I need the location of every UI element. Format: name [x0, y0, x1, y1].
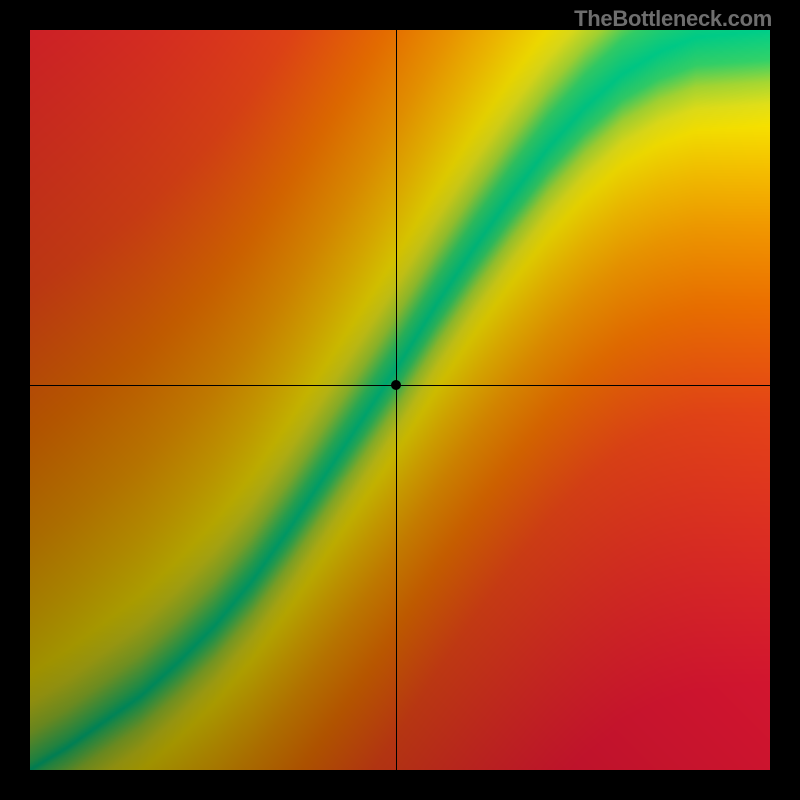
plot-frame [30, 30, 770, 770]
crosshair-vertical [396, 30, 397, 770]
crosshair-marker [391, 380, 401, 390]
heatmap-canvas [30, 30, 770, 770]
chart-container: TheBottleneck.com [0, 0, 800, 800]
watermark-text: TheBottleneck.com [574, 6, 772, 32]
